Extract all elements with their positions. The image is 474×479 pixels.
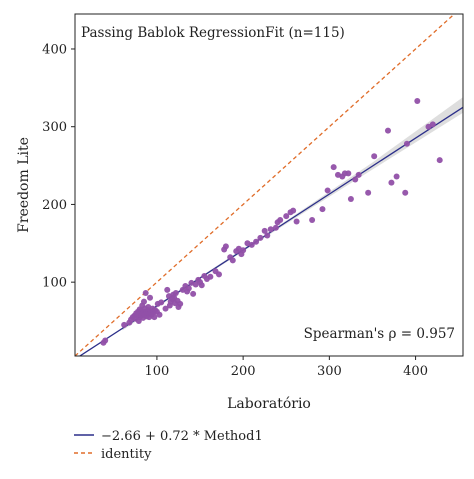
chart-title: Passing Bablok RegressionFit (n=115)	[81, 25, 345, 41]
y-tick-label: 100	[42, 276, 67, 291]
data-point	[102, 337, 109, 344]
legend: −2.66 + 0.72 * Method1 identity	[74, 429, 263, 462]
legend-identity-label: identity	[101, 447, 152, 462]
data-point	[162, 305, 169, 312]
x-tick-label: 100	[144, 364, 169, 379]
data-point	[142, 290, 149, 297]
data-point	[277, 216, 284, 223]
data-point	[172, 290, 179, 297]
data-point	[264, 232, 271, 239]
data-point	[272, 224, 279, 231]
data-point	[352, 176, 359, 183]
data-point	[355, 171, 362, 178]
data-point	[429, 121, 436, 128]
data-point	[156, 311, 163, 318]
data-point	[324, 187, 331, 194]
data-point	[215, 271, 222, 278]
data-point	[388, 179, 395, 186]
data-point	[240, 247, 247, 254]
data-point	[347, 195, 354, 202]
data-point	[248, 241, 255, 248]
data-point	[261, 227, 268, 234]
data-point	[330, 164, 337, 171]
data-point	[164, 286, 171, 293]
data-point	[147, 294, 154, 301]
data-point	[185, 285, 192, 292]
data-point	[222, 243, 229, 250]
data-point	[177, 300, 184, 307]
data-point	[267, 226, 274, 233]
data-point	[414, 98, 421, 105]
data-point	[402, 189, 409, 196]
data-point	[403, 140, 410, 147]
data-point	[283, 213, 290, 220]
x-tick-label: 300	[317, 364, 342, 379]
data-point	[319, 206, 326, 213]
y-tick-label: 300	[42, 120, 67, 135]
y-tick-label: 200	[42, 198, 67, 213]
data-point	[229, 257, 236, 264]
data-point	[151, 314, 158, 321]
data-point	[365, 189, 372, 196]
data-point	[293, 218, 300, 225]
spearman-annotation: Spearman's ρ = 0.957	[304, 326, 455, 342]
data-point	[393, 173, 400, 180]
data-point	[345, 170, 352, 177]
x-tick-label: 400	[403, 364, 428, 379]
data-point	[121, 321, 128, 328]
data-point	[158, 299, 165, 306]
y-tick-label: 400	[42, 42, 67, 57]
data-point	[371, 153, 378, 160]
data-point	[309, 216, 316, 223]
data-point	[207, 273, 214, 280]
plot-frame	[74, 13, 464, 357]
data-point	[257, 234, 264, 241]
data-point	[290, 207, 297, 214]
data-point	[140, 298, 147, 305]
data-point	[198, 282, 205, 289]
legend-fit-label: −2.66 + 0.72 * Method1	[101, 429, 263, 444]
x-axis-title: Laboratório	[227, 396, 311, 412]
confidence-band	[122, 97, 463, 331]
y-axis-title: Freedom Lite	[16, 137, 32, 233]
data-point	[384, 127, 391, 134]
data-point	[190, 290, 197, 297]
identity-line	[75, 14, 456, 356]
data-point	[253, 238, 260, 245]
data-point	[436, 157, 443, 164]
x-tick-label: 200	[231, 364, 256, 379]
